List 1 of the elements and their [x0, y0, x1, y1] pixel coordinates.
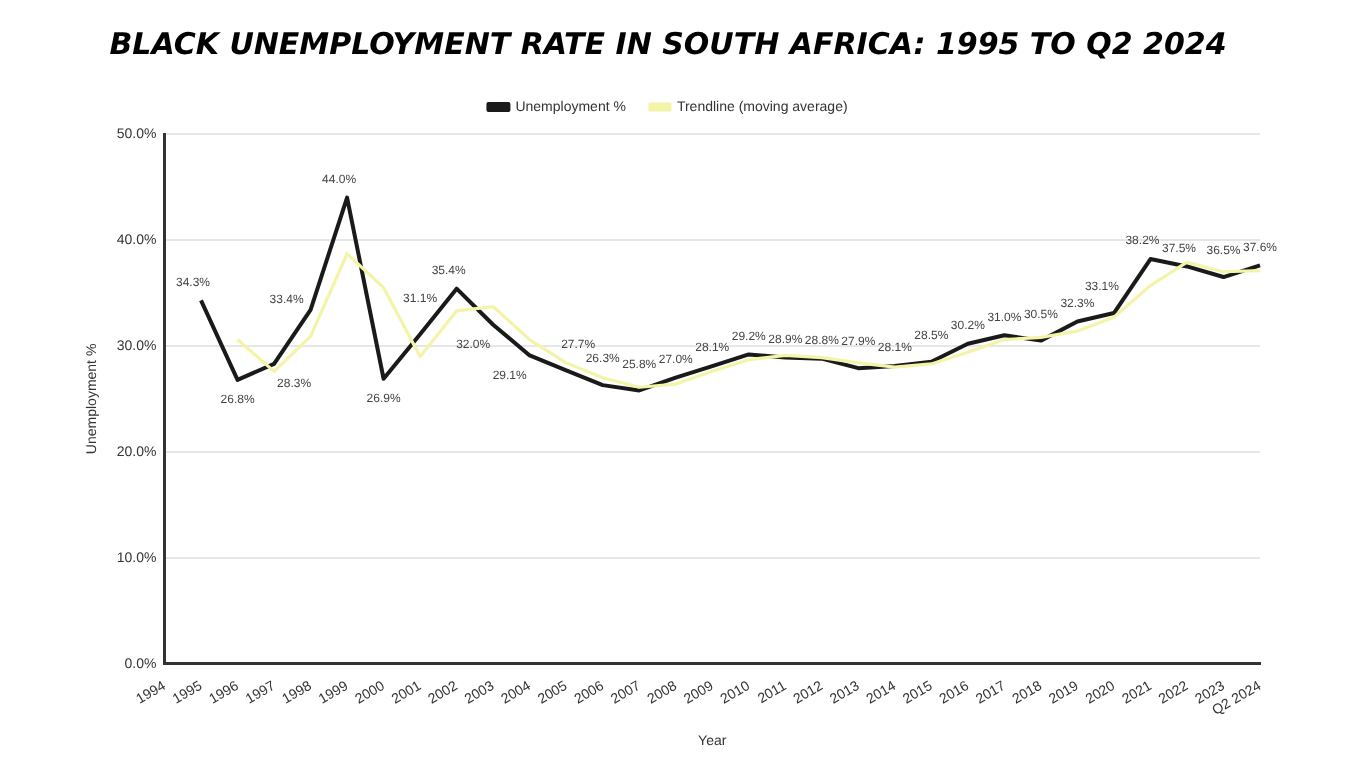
chart-title: BLACK UNEMPLOYMENT RATE IN SOUTH AFRICA: 1995 TO Q2 2024 [109, 25, 1227, 62]
